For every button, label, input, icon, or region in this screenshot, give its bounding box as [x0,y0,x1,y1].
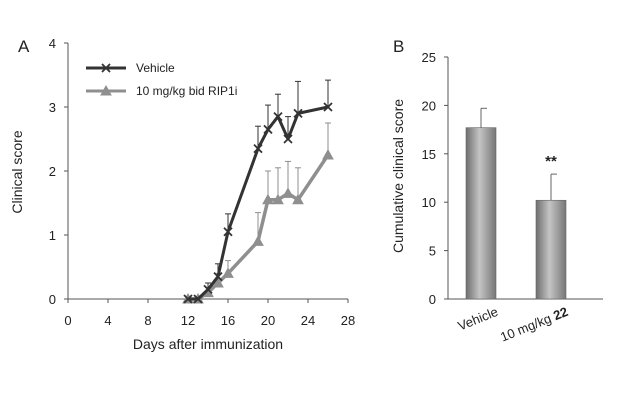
data-point-stroke [223,227,233,237]
category-label-text: Vehicle [456,304,500,334]
y-tick-label-b: 5 [429,244,436,259]
data-point [193,294,203,304]
legend-marker-stroke [101,63,111,73]
data-point [212,276,224,288]
data-point [253,143,263,154]
y-tick-label-b: 15 [422,147,436,162]
data-point-stroke [253,143,263,154]
panel-b-bar-chart: B 0 5 10 15 20 25 Vehicle ** 10 mg/kg 22 Cumula… [390,37,603,345]
legend-marker [100,84,112,96]
data-point [283,134,293,144]
data-point-stroke [273,111,283,122]
data-point [272,193,284,205]
data-point [222,267,234,278]
bar [465,127,497,300]
y-axis-title-b: Cumulative clinical score [390,99,406,253]
series-vehicle [183,79,333,304]
y-tick-label-b: 10 [422,195,436,210]
x-category-label: 10 mg/kg 22 [498,304,570,345]
x-tick-label: 24 [301,313,315,328]
x-category-label: Vehicle [456,304,500,334]
data-point [282,187,294,198]
data-point [252,235,264,246]
data-point [183,294,193,304]
x-tick-label: 16 [221,313,235,328]
significance-annotation: ** [545,153,557,170]
legend-marker [101,63,111,73]
y-tick-label: 4 [49,36,56,51]
data-point [203,284,213,295]
data-point-stroke [263,124,273,135]
y-tick-label: 3 [49,100,56,115]
category-label-bold: 22 [551,304,570,323]
y-tick-label-b: 20 [422,98,436,113]
data-point [262,193,274,205]
category-label-text: 10 mg/kg [498,309,557,344]
y-tick-label-b: 25 [422,50,436,65]
data-point [213,271,223,282]
x-tick-label: 4 [104,313,111,328]
y-tick-label: 0 [49,292,56,307]
legend-label: 10 mg/kg bid RIP1i [136,84,237,98]
x-tick-label: 28 [341,313,355,328]
y-tick-label: 1 [49,228,56,243]
data-point-stroke [213,271,223,282]
x-tick-label: 0 [64,313,71,328]
data-point-stroke [193,294,203,304]
data-point [293,108,303,119]
legend-label: Vehicle [136,61,175,75]
y-tick-label-b: 0 [429,292,436,307]
x-axis-title: Days after immunization [133,336,283,352]
data-point [322,148,334,160]
x-tick-label: 8 [144,313,151,328]
legend: Vehicle 10 mg/kg bid RIP1i [86,61,237,98]
panel-a-letter: A [18,37,30,56]
data-point-stroke [183,294,193,304]
data-point-stroke [323,102,333,112]
x-tick-label: 20 [261,313,275,328]
data-point-stroke [283,134,293,144]
panel-b-letter: B [393,37,404,56]
y-axis-title: Clinical score [9,130,25,213]
data-point [292,193,304,205]
data-point [323,102,333,112]
data-point [263,124,273,135]
data-point [223,227,233,237]
data-point-stroke [203,284,213,295]
y-tick-label: 2 [49,164,56,179]
data-point [273,111,283,122]
x-tick-label: 12 [181,313,195,328]
bar [535,199,567,300]
data-point-stroke [293,108,303,119]
